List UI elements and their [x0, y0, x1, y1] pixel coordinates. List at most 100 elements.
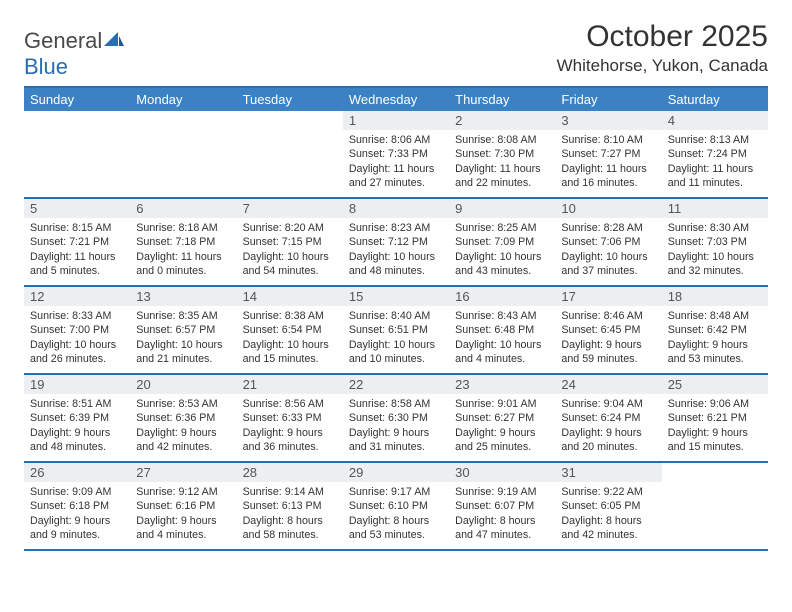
day-info: Sunrise: 8:30 AMSunset: 7:03 PMDaylight:… [662, 218, 768, 283]
sunset-line: Sunset: 7:24 PM [668, 147, 762, 161]
calendar: SundayMondayTuesdayWednesdayThursdayFrid… [24, 86, 768, 551]
day-number: 5 [24, 199, 130, 218]
day-number: 2 [449, 111, 555, 130]
day-number: 10 [555, 199, 661, 218]
daylight-line: Daylight: 10 hours and 10 minutes. [349, 338, 443, 367]
sunrise-line: Sunrise: 9:01 AM [455, 397, 549, 411]
day-cell: 23Sunrise: 9:01 AMSunset: 6:27 PMDayligh… [449, 375, 555, 461]
sunset-line: Sunset: 6:24 PM [561, 411, 655, 425]
day-number: 20 [130, 375, 236, 394]
sunset-line: Sunset: 7:03 PM [668, 235, 762, 249]
day-cell: 28Sunrise: 9:14 AMSunset: 6:13 PMDayligh… [237, 463, 343, 549]
sunset-line: Sunset: 6:42 PM [668, 323, 762, 337]
sunset-line: Sunset: 7:09 PM [455, 235, 549, 249]
sunrise-line: Sunrise: 8:15 AM [30, 221, 124, 235]
day-number: 3 [555, 111, 661, 130]
day-number: 30 [449, 463, 555, 482]
day-number: 21 [237, 375, 343, 394]
sunset-line: Sunset: 7:12 PM [349, 235, 443, 249]
sunset-line: Sunset: 6:13 PM [243, 499, 337, 513]
day-cell: 19Sunrise: 8:51 AMSunset: 6:39 PMDayligh… [24, 375, 130, 461]
sunrise-line: Sunrise: 9:19 AM [455, 485, 549, 499]
daylight-line: Daylight: 10 hours and 48 minutes. [349, 250, 443, 279]
day-number: 27 [130, 463, 236, 482]
day-number: 7 [237, 199, 343, 218]
title-block: October 2025 Whitehorse, Yukon, Canada [557, 20, 768, 76]
weekday-header: Saturday [662, 88, 768, 111]
day-cell: 9Sunrise: 8:25 AMSunset: 7:09 PMDaylight… [449, 199, 555, 285]
day-info: Sunrise: 8:15 AMSunset: 7:21 PMDaylight:… [24, 218, 130, 283]
day-number: 8 [343, 199, 449, 218]
weekday-header: Wednesday [343, 88, 449, 111]
sunset-line: Sunset: 6:33 PM [243, 411, 337, 425]
sunset-line: Sunset: 7:21 PM [30, 235, 124, 249]
day-cell: 25Sunrise: 9:06 AMSunset: 6:21 PMDayligh… [662, 375, 768, 461]
day-info: Sunrise: 8:40 AMSunset: 6:51 PMDaylight:… [343, 306, 449, 371]
day-cell: 27Sunrise: 9:12 AMSunset: 6:16 PMDayligh… [130, 463, 236, 549]
sunset-line: Sunset: 6:10 PM [349, 499, 443, 513]
day-cell: 3Sunrise: 8:10 AMSunset: 7:27 PMDaylight… [555, 111, 661, 197]
day-cell: 12Sunrise: 8:33 AMSunset: 7:00 PMDayligh… [24, 287, 130, 373]
day-number: 26 [24, 463, 130, 482]
daylight-line: Daylight: 10 hours and 43 minutes. [455, 250, 549, 279]
daylight-line: Daylight: 10 hours and 26 minutes. [30, 338, 124, 367]
week-row: 26Sunrise: 9:09 AMSunset: 6:18 PMDayligh… [24, 463, 768, 551]
daylight-line: Daylight: 9 hours and 15 minutes. [668, 426, 762, 455]
sunrise-line: Sunrise: 8:40 AM [349, 309, 443, 323]
day-cell: 5Sunrise: 8:15 AMSunset: 7:21 PMDaylight… [24, 199, 130, 285]
sunset-line: Sunset: 6:36 PM [136, 411, 230, 425]
daylight-line: Daylight: 11 hours and 11 minutes. [668, 162, 762, 191]
day-cell: 14Sunrise: 8:38 AMSunset: 6:54 PMDayligh… [237, 287, 343, 373]
day-cell: 4Sunrise: 8:13 AMSunset: 7:24 PMDaylight… [662, 111, 768, 197]
sunset-line: Sunset: 6:51 PM [349, 323, 443, 337]
day-info: Sunrise: 8:18 AMSunset: 7:18 PMDaylight:… [130, 218, 236, 283]
daylight-line: Daylight: 10 hours and 4 minutes. [455, 338, 549, 367]
day-info: Sunrise: 9:17 AMSunset: 6:10 PMDaylight:… [343, 482, 449, 547]
day-number: 17 [555, 287, 661, 306]
week-row: 19Sunrise: 8:51 AMSunset: 6:39 PMDayligh… [24, 375, 768, 463]
sunset-line: Sunset: 7:00 PM [30, 323, 124, 337]
sunrise-line: Sunrise: 8:08 AM [455, 133, 549, 147]
day-number: 22 [343, 375, 449, 394]
day-info: Sunrise: 9:01 AMSunset: 6:27 PMDaylight:… [449, 394, 555, 459]
sunset-line: Sunset: 6:45 PM [561, 323, 655, 337]
day-info: Sunrise: 8:33 AMSunset: 7:00 PMDaylight:… [24, 306, 130, 371]
sunset-line: Sunset: 7:18 PM [136, 235, 230, 249]
day-number: 29 [343, 463, 449, 482]
day-info: Sunrise: 9:22 AMSunset: 6:05 PMDaylight:… [555, 482, 661, 547]
day-info: Sunrise: 8:48 AMSunset: 6:42 PMDaylight:… [662, 306, 768, 371]
day-info: Sunrise: 9:04 AMSunset: 6:24 PMDaylight:… [555, 394, 661, 459]
daylight-line: Daylight: 9 hours and 20 minutes. [561, 426, 655, 455]
month-title: October 2025 [557, 20, 768, 54]
location: Whitehorse, Yukon, Canada [557, 56, 768, 76]
sunrise-line: Sunrise: 8:33 AM [30, 309, 124, 323]
day-cell: 6Sunrise: 8:18 AMSunset: 7:18 PMDaylight… [130, 199, 236, 285]
day-info: Sunrise: 8:58 AMSunset: 6:30 PMDaylight:… [343, 394, 449, 459]
daylight-line: Daylight: 11 hours and 27 minutes. [349, 162, 443, 191]
sunset-line: Sunset: 6:39 PM [30, 411, 124, 425]
sunset-line: Sunset: 6:05 PM [561, 499, 655, 513]
daylight-line: Daylight: 8 hours and 58 minutes. [243, 514, 337, 543]
daylight-line: Daylight: 9 hours and 36 minutes. [243, 426, 337, 455]
day-info: Sunrise: 8:51 AMSunset: 6:39 PMDaylight:… [24, 394, 130, 459]
sunrise-line: Sunrise: 9:12 AM [136, 485, 230, 499]
day-cell: 16Sunrise: 8:43 AMSunset: 6:48 PMDayligh… [449, 287, 555, 373]
day-cell: 30Sunrise: 9:19 AMSunset: 6:07 PMDayligh… [449, 463, 555, 549]
logo-text-part2: Blue [24, 54, 68, 79]
day-info: Sunrise: 8:35 AMSunset: 6:57 PMDaylight:… [130, 306, 236, 371]
day-cell: 21 Sunrise: 8:56 AMSunset: 6:33 PMDayligh… [237, 375, 343, 461]
daylight-line: Daylight: 11 hours and 5 minutes. [30, 250, 124, 279]
sunrise-line: Sunrise: 8:06 AM [349, 133, 443, 147]
sunrise-line: Sunrise: 8:13 AM [668, 133, 762, 147]
day-cell: 2Sunrise: 8:08 AMSunset: 7:30 PMDaylight… [449, 111, 555, 197]
sunrise-line: Sunrise: 8:35 AM [136, 309, 230, 323]
sunrise-line: Sunrise: 9:14 AM [243, 485, 337, 499]
daylight-line: Daylight: 9 hours and 42 minutes. [136, 426, 230, 455]
sunrise-line: Sunrise: 8:56 AM [243, 397, 337, 411]
sunset-line: Sunset: 6:48 PM [455, 323, 549, 337]
daylight-line: Daylight: 9 hours and 59 minutes. [561, 338, 655, 367]
sunrise-line: Sunrise: 8:18 AM [136, 221, 230, 235]
sunset-line: Sunset: 6:30 PM [349, 411, 443, 425]
sunset-line: Sunset: 7:33 PM [349, 147, 443, 161]
daylight-line: Daylight: 8 hours and 53 minutes. [349, 514, 443, 543]
